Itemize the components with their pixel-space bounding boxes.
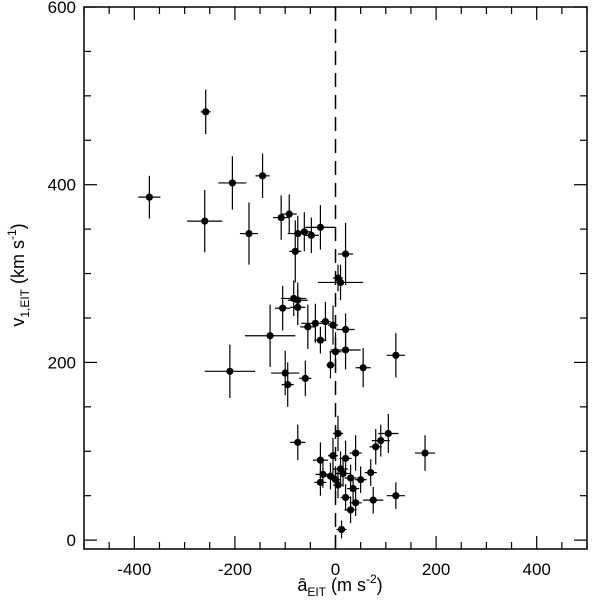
data-point <box>334 481 342 489</box>
y-axis-label-base: v <box>8 318 28 327</box>
data-point <box>357 476 365 484</box>
data-point <box>294 229 302 238</box>
data-point <box>341 346 350 354</box>
x-axis-label-unit-close: ) <box>377 575 383 595</box>
data-point <box>367 468 375 477</box>
data-point <box>319 470 327 478</box>
data-point <box>346 506 355 514</box>
y-tick-label: 400 <box>48 176 76 195</box>
data-point <box>294 303 302 311</box>
data-point <box>300 228 308 236</box>
data-point <box>266 332 274 340</box>
data-point <box>372 443 380 451</box>
data-point <box>316 456 325 464</box>
x-tick-label: 200 <box>422 560 450 579</box>
data-point <box>245 229 253 238</box>
data-point <box>284 381 292 389</box>
data-point <box>369 496 377 504</box>
error-bars <box>138 89 436 539</box>
data-point <box>316 478 325 486</box>
data-point <box>352 499 360 507</box>
data-points <box>145 108 429 534</box>
data-point <box>341 493 350 502</box>
data-point <box>311 319 319 327</box>
data-point <box>326 472 335 480</box>
data-point <box>304 323 312 331</box>
data-point <box>331 348 340 356</box>
data-point <box>279 304 287 312</box>
data-point <box>281 369 289 377</box>
x-tick-label: 0 <box>331 560 340 579</box>
y-axis-label-sub: 1,EIT <box>18 288 32 317</box>
data-point <box>329 452 337 460</box>
data-point <box>326 361 335 369</box>
data-point <box>329 321 337 329</box>
x-tick-label: 400 <box>523 560 551 579</box>
tick-labels: -400 -200 0 200 400 0 200 400 600 <box>48 0 551 579</box>
data-point <box>334 429 342 438</box>
data-point <box>201 217 209 225</box>
data-point <box>285 210 293 218</box>
data-point <box>341 250 350 258</box>
data-point <box>392 351 400 359</box>
data-point <box>277 213 285 222</box>
x-tick-label: -200 <box>218 560 252 579</box>
data-point <box>316 223 325 231</box>
y-axis-label-unit-close: ) <box>8 223 28 229</box>
data-point <box>341 454 350 462</box>
x-axis-label-unit: (m s <box>326 575 366 595</box>
data-point <box>359 364 367 372</box>
data-point <box>349 484 357 493</box>
x-axis-label-sub: EIT <box>307 585 326 599</box>
data-point <box>291 247 299 255</box>
y-axis-label-unit-sup: -1 <box>5 229 19 240</box>
data-point <box>307 231 315 239</box>
data-point <box>258 172 267 180</box>
y-axis-label-unit: (km s <box>8 240 28 289</box>
data-point <box>331 476 340 484</box>
data-point <box>339 469 347 478</box>
data-point <box>337 525 346 534</box>
data-point <box>228 179 236 187</box>
data-point <box>336 278 345 287</box>
x-axis-label: āEIT (m s-2) <box>297 572 382 599</box>
x-axis-label-unit-sup: -2 <box>366 572 377 586</box>
y-axis-label: v1,EIT (km s-1) <box>5 223 32 326</box>
data-point <box>226 367 234 375</box>
y-tick-label: 0 <box>67 531 76 550</box>
data-point <box>145 193 153 201</box>
data-point <box>294 296 302 304</box>
data-point <box>377 437 385 445</box>
y-tick-label: 200 <box>48 353 76 372</box>
data-point <box>202 108 210 116</box>
y-tick-label: 600 <box>48 0 76 17</box>
data-point <box>301 374 309 383</box>
data-point <box>294 438 302 446</box>
data-point <box>352 449 360 457</box>
data-point <box>392 492 400 500</box>
x-tick-label: -400 <box>117 560 151 579</box>
data-point <box>341 325 350 334</box>
data-point <box>316 336 325 344</box>
data-point <box>421 449 429 457</box>
data-point <box>384 429 392 438</box>
data-point <box>346 474 355 482</box>
x-axis-label-base: ā <box>297 575 308 595</box>
data-point <box>321 317 330 326</box>
